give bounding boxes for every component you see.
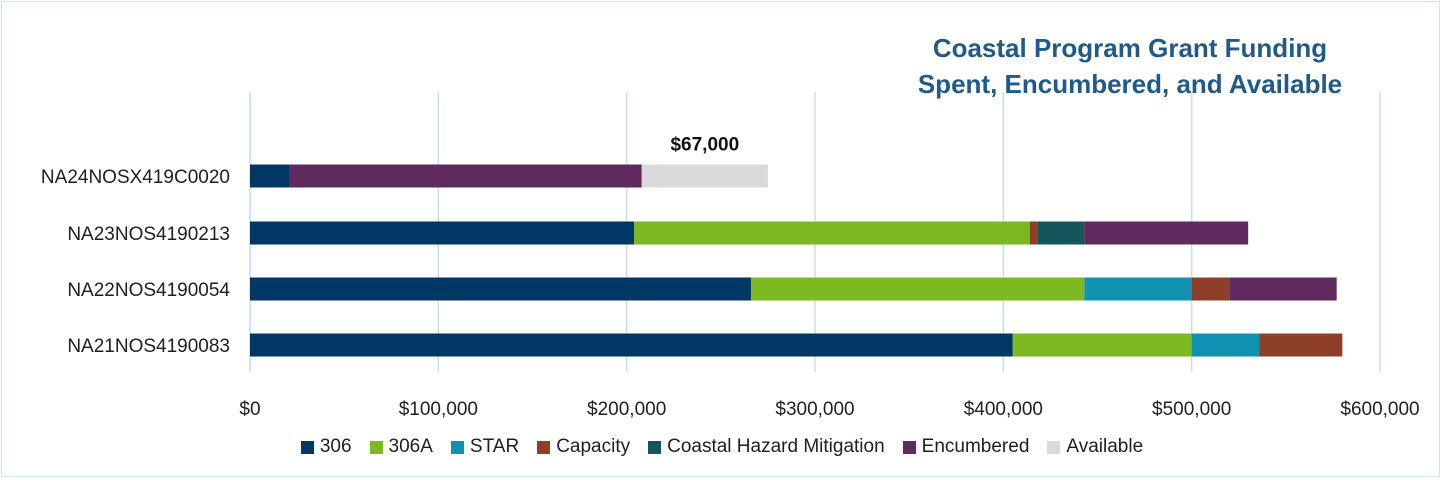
x-tick-label: $100,000	[399, 399, 478, 420]
bar-segment-306	[250, 333, 1013, 357]
data-label: $67,000	[670, 135, 739, 156]
bar-segment-encumbered	[289, 164, 642, 188]
bar-segment-capacity	[1259, 333, 1343, 357]
bar-segment-capacity	[1191, 277, 1230, 301]
x-tick-label: $0	[239, 399, 260, 420]
legend-swatch	[300, 440, 314, 454]
bar-segment-306a	[634, 221, 1030, 245]
legend-label: Encumbered	[921, 436, 1030, 457]
x-tick-label: $500,000	[1152, 399, 1231, 420]
legend-item: 306	[300, 436, 352, 458]
category-label: NA23NOS4190213	[67, 224, 230, 245]
legend-item: STAR	[450, 436, 520, 458]
bar-segment-star	[1191, 333, 1260, 357]
category-label: NA24NOSX419C0020	[41, 167, 230, 188]
category-label: NA21NOS4190083	[67, 336, 230, 357]
legend-item: Capacity	[537, 436, 630, 458]
legend-item: Available	[1047, 436, 1143, 458]
chart-title-line-1: Coastal Program Grant Funding	[932, 33, 1328, 63]
bar-segment-capacity	[1029, 221, 1038, 245]
bar-segment-306	[250, 164, 290, 188]
legend-swatch	[902, 440, 916, 454]
bar-segment-306a	[750, 277, 1085, 301]
legend-label: Available	[1066, 436, 1144, 457]
x-tick-label: $400,000	[964, 399, 1043, 420]
legend-swatch	[537, 440, 551, 454]
bar-segment-coastal-hazard-mitigation	[1037, 221, 1085, 245]
legend-label: Coastal Hazard Mitigation	[667, 436, 885, 457]
legend-label: Capacity	[556, 436, 631, 457]
legend-swatch	[450, 440, 464, 454]
legend-swatch	[648, 440, 662, 454]
bar-segment-encumbered	[1229, 277, 1337, 301]
legend-item: Encumbered	[902, 436, 1030, 458]
x-tick-label: $200,000	[587, 399, 666, 420]
chart-title-line-2: Spent, Encumbered, and Available	[917, 69, 1343, 99]
chart-legend: 306 306A STAR Capacity Coastal Hazard Mitiga…	[0, 433, 1444, 461]
legend-label: 306	[319, 436, 352, 457]
bar-segment-encumbered	[1084, 221, 1249, 245]
bar-segment-306	[250, 221, 635, 245]
legend-item: 306A	[369, 436, 433, 458]
legend-label: STAR	[469, 436, 520, 457]
legend-swatch	[369, 440, 383, 454]
legend-label: 306A	[388, 436, 433, 457]
legend-swatch	[1047, 440, 1061, 454]
bar-segment-306a	[1012, 333, 1192, 357]
bar-segment-available	[641, 164, 768, 188]
bar-segment-306	[250, 277, 751, 301]
chart-title: Coastal Program Grant Funding Spent, Enc…	[830, 30, 1430, 102]
category-label: NA22NOS4190054	[67, 280, 230, 301]
bar-segment-star	[1084, 277, 1192, 301]
x-tick-label: $600,000	[1340, 399, 1419, 420]
x-tick-label: $300,000	[775, 399, 854, 420]
legend-item: Coastal Hazard Mitigation	[648, 436, 885, 458]
